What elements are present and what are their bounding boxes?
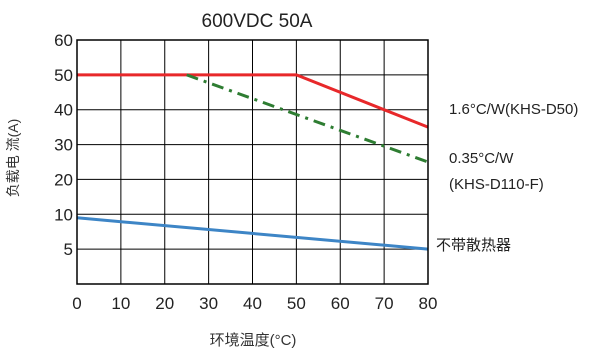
y-tick-label-6: 60 [54, 31, 73, 50]
x-tick-label-8: 80 [419, 294, 438, 313]
y-tick-label-3: 30 [54, 136, 73, 155]
y-axis-label: 负载电 流(A) [5, 119, 21, 198]
grid [77, 40, 428, 284]
x-tick-label-5: 50 [287, 294, 306, 313]
x-tick-label-7: 70 [375, 294, 394, 313]
y-tick-label-4: 40 [54, 101, 73, 120]
x-tick-label-2: 20 [155, 294, 174, 313]
annotation-khs-d50: 1.6°C/W(KHS-D50) [449, 101, 578, 118]
x-tick-label-6: 60 [331, 294, 350, 313]
annotation-khs-d110-model: (KHS-D110-F) [449, 176, 544, 193]
y-tick-label-2: 20 [54, 170, 73, 189]
y-tick-label-1: 10 [54, 205, 73, 224]
x-tick-label-0: 0 [72, 294, 81, 313]
y-tick-label-5: 50 [54, 66, 73, 85]
x-axis-label: 环境温度(°C) [210, 331, 297, 349]
series-line-1 [187, 75, 428, 162]
x-tick-label-1: 10 [111, 294, 130, 313]
annotation-khs-d110-rate: 0.35°C/W [449, 150, 514, 167]
annotation-no-heatsink: 不带散热器 [436, 237, 511, 254]
x-tick-label-3: 30 [199, 294, 218, 313]
y-tick-label-0: 5 [64, 240, 73, 259]
y-tick-labels: 5 10 20 30 40 50 60 [54, 31, 73, 259]
x-tick-label-4: 40 [243, 294, 262, 313]
chart-title: 600VDC 50A [202, 11, 313, 32]
x-tick-labels: 0 10 20 30 40 50 60 70 80 [72, 294, 437, 313]
